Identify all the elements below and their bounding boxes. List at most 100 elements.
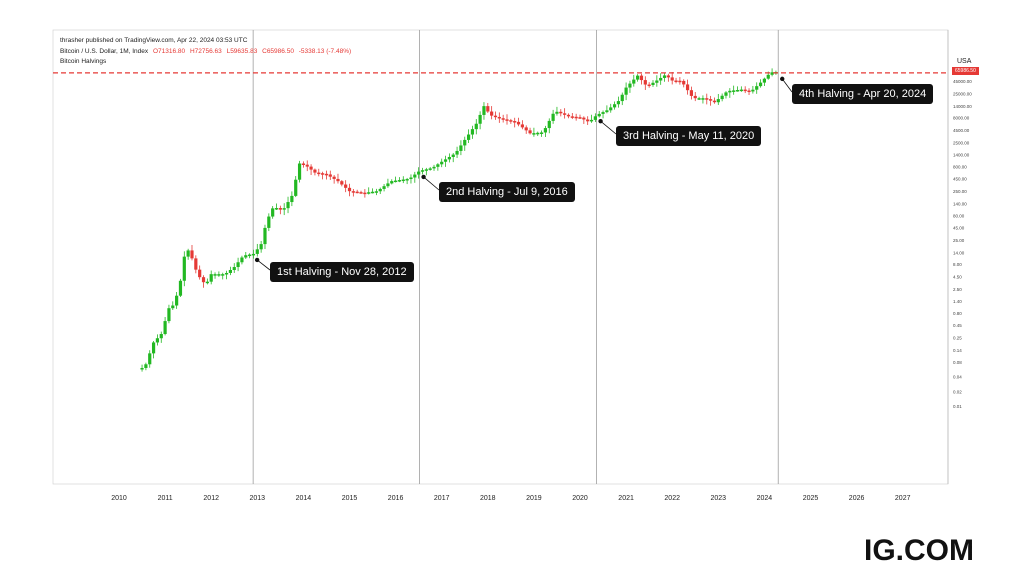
candle-body: [274, 208, 279, 210]
candle-body: [620, 94, 624, 102]
y-tick-label: 140.00: [953, 201, 967, 206]
candle-body: [194, 258, 198, 270]
y-tick-label: 25.00: [953, 238, 965, 243]
x-tick-label: 2021: [618, 495, 634, 502]
y-tick-label: 0.25: [953, 336, 962, 341]
candle-body: [213, 274, 217, 276]
candle-body: [566, 114, 571, 117]
candle-body: [666, 75, 670, 78]
candle-body: [351, 191, 355, 193]
y-tick-label: 14.00: [953, 250, 965, 255]
candle-body: [693, 95, 697, 99]
candle-body: [628, 83, 632, 88]
candle-body: [532, 133, 536, 135]
candle-body: [651, 82, 655, 85]
candle-body: [240, 257, 244, 263]
candle-body: [536, 132, 540, 135]
candle-body: [286, 202, 290, 209]
candle-body: [701, 98, 705, 100]
candle-body: [762, 78, 766, 83]
candle-body: [712, 100, 717, 103]
candle-body: [543, 128, 548, 133]
y-tick-label: 4500.00: [953, 128, 970, 133]
candle-body: [678, 80, 682, 83]
y-tick-label: 0.04: [953, 375, 962, 380]
candle-body: [616, 101, 621, 105]
y-tick-label: 250.00: [953, 189, 967, 194]
x-tick-label: 2016: [388, 495, 404, 502]
y-tick-label: 0.80: [953, 311, 962, 316]
candle-body: [236, 262, 240, 268]
candle-body: [332, 176, 336, 179]
candle-body: [370, 191, 375, 194]
candle-body: [198, 269, 202, 278]
candle-body: [463, 139, 467, 146]
candle-body: [593, 116, 597, 120]
candle-body: [328, 174, 332, 177]
candle-body: [309, 166, 313, 170]
candle-body: [770, 72, 774, 75]
candle-body: [148, 353, 152, 365]
candle-body: [474, 123, 478, 130]
candle-body: [363, 192, 367, 195]
halving-callout: 1st Halving - Nov 28, 2012: [270, 262, 414, 282]
candle-body: [728, 90, 732, 93]
candle-body: [766, 74, 770, 79]
y-tick-label: 45000.00: [953, 79, 972, 84]
ig-logo: IG.COM: [864, 534, 974, 567]
candle-body: [751, 89, 755, 92]
candle-body: [405, 179, 409, 181]
y-tick-label: 8.00: [953, 262, 962, 267]
candle-body: [605, 110, 609, 113]
candle-body: [709, 99, 713, 101]
candle-body: [355, 191, 359, 194]
candle-body: [655, 80, 659, 83]
candle-body: [175, 295, 179, 306]
x-tick-label: 2011: [158, 495, 173, 502]
candle-body: [424, 169, 428, 171]
candle-body: [470, 129, 475, 135]
candle-body: [317, 172, 321, 175]
candle-body: [682, 80, 686, 85]
low-value: L59635.83: [226, 48, 258, 55]
candle-body: [347, 187, 352, 192]
candle-body: [720, 95, 724, 100]
candle-body: [201, 277, 206, 283]
halving-connector: [781, 78, 793, 93]
candle-body: [501, 118, 505, 120]
candle-body: [758, 82, 763, 87]
candle-body: [612, 104, 617, 108]
candle-body: [647, 84, 651, 87]
candle-body: [163, 321, 167, 335]
x-tick-label: 2012: [203, 495, 219, 502]
candle-body: [697, 98, 701, 100]
candle-body: [367, 192, 371, 194]
candle-body: [497, 116, 501, 119]
candle-body: [586, 119, 590, 122]
halving-callout: 4th Halving - Apr 20, 2024: [792, 84, 934, 104]
candle-body: [755, 86, 759, 90]
candle-body: [144, 364, 148, 368]
candle-body: [305, 164, 309, 167]
candle-body: [689, 90, 694, 96]
ohlc-line: Bitcoin / U.S. Dollar, 1M, Index O71316.…: [60, 48, 351, 55]
currency-label: USA: [957, 58, 972, 65]
candle-body: [209, 274, 213, 282]
candle-body: [413, 174, 417, 178]
candle-body: [559, 111, 563, 114]
x-tick-label: 2014: [296, 495, 312, 502]
x-tick-label: 2023: [711, 495, 727, 502]
candle-body: [440, 161, 444, 165]
indicator-label: Bitcoin Halvings: [60, 58, 107, 65]
candle-body: [574, 116, 578, 119]
y-tick-label: 0.45: [953, 323, 962, 328]
candle-body: [224, 272, 229, 275]
candle-body: [482, 106, 486, 115]
x-tick-label: 2010: [111, 495, 127, 502]
candle-body: [282, 208, 286, 210]
candle-body: [639, 75, 644, 81]
x-tick-label: 2019: [526, 495, 542, 502]
x-tick-label: 2026: [849, 495, 865, 502]
open-value: O71316.80: [152, 48, 186, 55]
high-value: H72756.63: [189, 48, 222, 55]
